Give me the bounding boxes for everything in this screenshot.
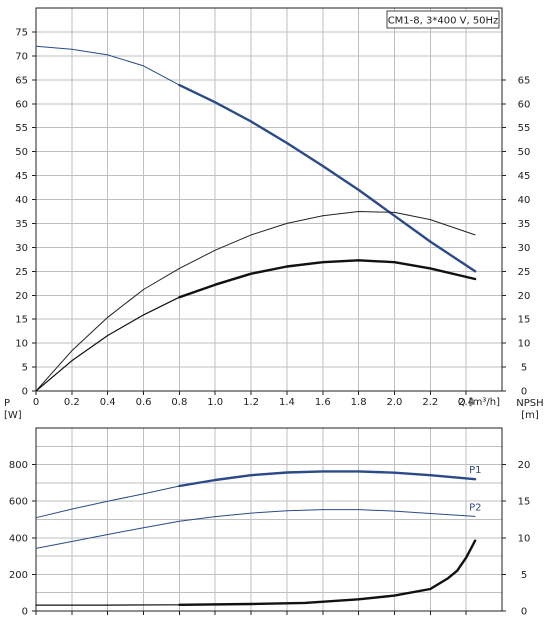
y-left-tick-label: 0 [22, 607, 28, 618]
y-right-tick-label: 30 [518, 243, 531, 254]
y-right-tick-label: 0 [521, 607, 527, 618]
y-right-tick-label: 25 [518, 267, 531, 278]
y-right-tick-label: 55 [518, 123, 531, 134]
x-tick-label: 1.2 [243, 397, 259, 408]
x-tick-label: 1.6 [315, 397, 331, 408]
series-line-duty-range [178, 259, 477, 299]
x-tick-label: 1.0 [207, 397, 223, 408]
plot-frame [35, 427, 503, 612]
series-line-duty-range [178, 539, 477, 606]
y-right-tick-label: 20 [518, 460, 531, 471]
y-left-tick-label: 800 [9, 460, 28, 471]
x-tick-label: 0 [33, 397, 39, 408]
series-line [35, 211, 476, 392]
x-tick-label: 0.4 [100, 397, 116, 408]
y-right-tick-label: 10 [518, 533, 531, 544]
x-tick-label: 2.0 [387, 397, 403, 408]
chart-title: CM1-8, 3*400 V, 50Hz [388, 16, 499, 27]
y-right-tick-label: 40 [518, 195, 531, 206]
title-box [386, 10, 500, 29]
y-left-tick-label: 25 [15, 267, 28, 278]
x-tick-label: 1.8 [351, 397, 367, 408]
y-left-tick-label: 40 [15, 195, 28, 206]
y-right-tick-label: 60 [518, 99, 531, 110]
x-tick-label: 0.2 [64, 397, 80, 408]
y-right-tick-label: 0 [521, 387, 527, 398]
y-left-tick-label: 400 [9, 533, 28, 544]
y-right-tick-label: 35 [518, 219, 531, 230]
x-tick-label: 0.8 [171, 397, 187, 408]
y-right-tick-label: 15 [518, 497, 531, 508]
y-left-axis-unit: [W] [4, 410, 22, 421]
y-left-tick-label: 75 [15, 27, 28, 38]
y-left-tick-label: 5 [22, 363, 28, 374]
series-line [35, 540, 476, 606]
y-left-tick-label: 20 [15, 291, 28, 302]
y-right-tick-label: 10 [518, 339, 531, 350]
y-left-tick-label: 15 [15, 315, 28, 326]
y-right-tick-label: 5 [521, 363, 527, 374]
y-left-tick-label: 600 [9, 497, 28, 508]
power-npsh-chart: 0 200 400 600 800 0 5 10 15 20 P[W] NPSH[m] P1 P2 [4, 398, 544, 618]
y-right-tick-label: 5 [521, 570, 527, 581]
y-right-tick-label: 15 [518, 315, 531, 326]
x-tick-label: 0.6 [136, 397, 152, 408]
y-left-axis-unit: [m] [8, 0, 26, 1]
series-label: P1 [469, 465, 481, 476]
y-left-tick-label: 0 [22, 387, 28, 398]
y-right-axis-unit: [%] [517, 0, 534, 1]
y-left-tick-label: 50 [15, 147, 28, 158]
series-line [35, 509, 476, 549]
x-tick-label: 2.4 [458, 397, 474, 408]
head-efficiency-chart: 0 0.2 0.4 0.6 0.8 1.0 1.2 1.4 1.6 1.8 2.0 2.2 2.4 0 5 1… [8, 0, 535, 408]
y-right-tick-label: 45 [518, 171, 531, 182]
y-left-tick-label: 30 [15, 243, 28, 254]
y-right-tick-label: 65 [518, 75, 531, 86]
y-left-axis-label: P [4, 398, 10, 409]
y-right-tick-label: 50 [518, 147, 531, 158]
y-left-tick-label: 60 [15, 99, 28, 110]
series-line [35, 470, 476, 519]
y-right-tick-label: 20 [518, 291, 531, 302]
y-right-axis-unit: [m] [521, 410, 539, 421]
x-tick-label: 2.2 [422, 397, 438, 408]
series-line-duty-range [178, 83, 477, 273]
y-left-tick-label: 200 [9, 570, 28, 581]
x-axis-label: Q [m³/h] [458, 397, 500, 408]
x-tick-label: 1.4 [279, 397, 295, 408]
y-left-tick-label: 70 [15, 51, 28, 62]
series-line [35, 259, 476, 392]
y-left-tick-label: 35 [15, 219, 28, 230]
series-line-duty-range [178, 470, 477, 488]
y-left-tick-label: 55 [15, 123, 28, 134]
series-label: P2 [469, 502, 481, 513]
y-left-tick-label: 45 [15, 171, 28, 182]
y-left-tick-label: 65 [15, 75, 28, 86]
y-left-tick-label: 10 [15, 339, 28, 350]
y-right-axis-label: NPSH [516, 398, 543, 409]
